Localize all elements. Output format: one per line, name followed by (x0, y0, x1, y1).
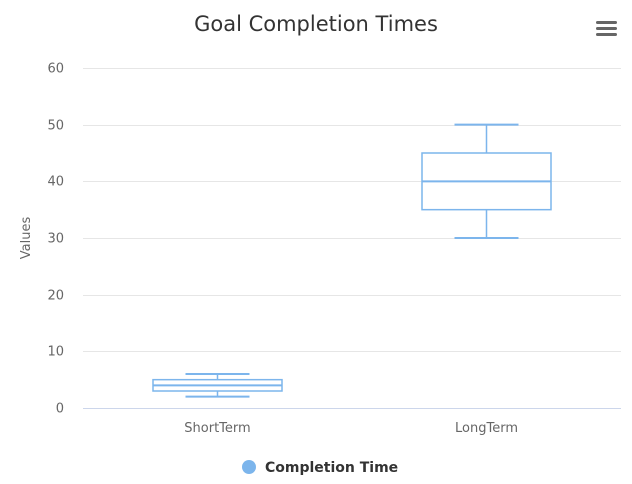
box-shortterm[interactable] (152, 373, 283, 398)
y-tick-label: 60 (47, 62, 64, 77)
chart-title: Goal Completion Times (194, 12, 438, 36)
y-tick-label: 10 (47, 345, 64, 360)
legend-item-completion-time[interactable]: Completion Time (242, 460, 398, 476)
y-tick-label: 50 (47, 119, 64, 134)
boxplot-series (152, 123, 552, 398)
legend-label: Completion Time (265, 460, 398, 476)
x-axis-ticks: ShortTerm LongTerm (184, 421, 518, 436)
x-tick-label: ShortTerm (184, 421, 250, 436)
x-tick-label: LongTerm (455, 421, 518, 436)
y-axis-ticks: 0 10 20 30 40 50 60 (47, 62, 64, 417)
y-tick-label: 40 (47, 175, 64, 190)
y-tick-label: 30 (47, 232, 64, 247)
legend-marker (242, 460, 256, 474)
grid-lines (83, 68, 621, 352)
box-longterm[interactable] (421, 123, 552, 239)
y-tick-label: 0 (56, 402, 64, 417)
hamburger-menu-icon[interactable] (592, 16, 622, 42)
y-axis-title: Values (19, 217, 34, 260)
y-tick-label: 20 (47, 289, 64, 304)
